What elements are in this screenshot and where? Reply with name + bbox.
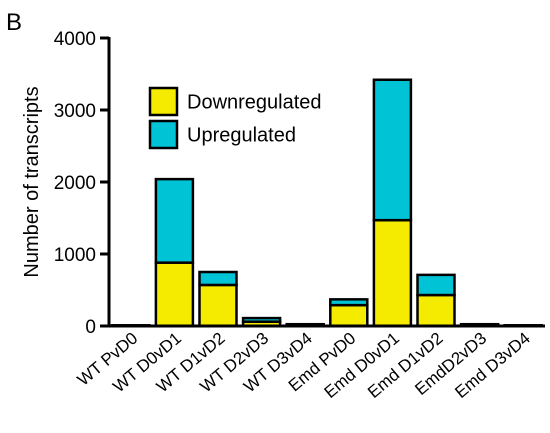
y-tick-label: 2000: [54, 173, 96, 194]
legend-label: Upregulated: [187, 125, 296, 147]
bar-upregulated: [241, 316, 282, 323]
y-tick-label: 4000: [54, 29, 96, 50]
y-tick-label: 3000: [54, 101, 96, 122]
bar-upregulated: [154, 177, 195, 264]
y-axis: 0 1000 2000 3000 4000: [54, 29, 111, 338]
bar-downregulated: [154, 261, 195, 328]
y-axis-label: Number of transcripts: [21, 86, 43, 277]
legend-swatch: [148, 119, 179, 150]
panel-label: B: [6, 9, 22, 36]
bar-downregulated: [198, 283, 238, 328]
y-tick-label: 1000: [54, 245, 96, 266]
bars: [111, 78, 543, 328]
bar-downregulated: [329, 303, 369, 328]
legend-swatch: [148, 86, 179, 117]
legend: Downregulated Upregulated: [148, 86, 322, 150]
legend-label: Downregulated: [187, 92, 322, 114]
bar-upregulated: [329, 298, 369, 307]
bar-upregulated: [372, 78, 413, 222]
bar-upregulated: [416, 273, 456, 297]
bar-downregulated: [416, 293, 456, 328]
bar-downregulated: [372, 218, 413, 328]
bar-upregulated: [198, 270, 238, 287]
y-tick-label: 0: [85, 317, 96, 338]
